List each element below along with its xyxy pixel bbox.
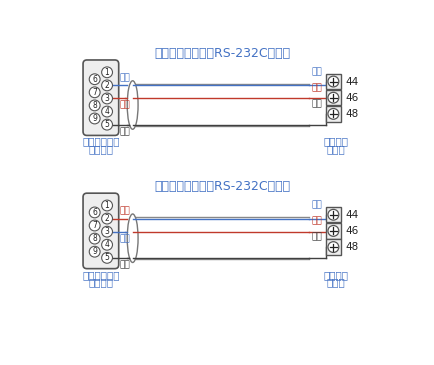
Ellipse shape	[127, 81, 138, 129]
Text: 9: 9	[92, 114, 97, 123]
Text: 46: 46	[344, 226, 358, 236]
Circle shape	[102, 239, 112, 250]
Text: 蓝色: 蓝色	[311, 200, 322, 210]
Text: 黒色: 黒色	[311, 100, 322, 108]
Text: 5: 5	[105, 253, 109, 262]
Text: 2: 2	[105, 214, 109, 223]
Text: 8: 8	[92, 101, 97, 110]
Text: 红色: 红色	[119, 207, 130, 215]
Text: 黒色: 黒色	[119, 260, 130, 269]
Circle shape	[89, 87, 100, 98]
Circle shape	[327, 108, 338, 119]
Text: 打印机与仪表间的RS-232C通讯线: 打印机与仪表间的RS-232C通讯线	[154, 180, 290, 193]
Circle shape	[327, 76, 338, 87]
Text: 1: 1	[105, 201, 109, 210]
Text: 接线端子: 接线端子	[322, 137, 347, 147]
Circle shape	[89, 74, 100, 85]
Text: 3: 3	[105, 227, 109, 236]
Text: 红色: 红色	[119, 101, 130, 110]
Circle shape	[89, 207, 100, 218]
Circle shape	[89, 246, 100, 257]
Text: 仪表侧: 仪表侧	[326, 277, 344, 288]
Text: 6: 6	[92, 75, 97, 84]
Text: 蓝色: 蓝色	[119, 73, 130, 82]
Circle shape	[89, 233, 100, 244]
Circle shape	[102, 213, 112, 224]
Text: 4: 4	[105, 107, 109, 116]
Text: 红色: 红色	[311, 216, 322, 226]
Text: 46: 46	[344, 93, 358, 103]
Text: 3: 3	[105, 94, 109, 103]
FancyBboxPatch shape	[83, 60, 118, 135]
Text: 48: 48	[344, 109, 358, 119]
Circle shape	[102, 253, 112, 263]
Bar	[325, 90, 340, 105]
Text: 44: 44	[344, 210, 358, 220]
Text: 黒色: 黒色	[119, 127, 130, 136]
Bar	[325, 106, 340, 122]
Bar	[325, 207, 340, 222]
Bar	[325, 74, 340, 89]
Circle shape	[102, 93, 112, 104]
Circle shape	[89, 100, 100, 111]
Circle shape	[327, 210, 338, 220]
Text: 九芯孔型插头: 九芯孔型插头	[82, 137, 119, 147]
Text: 九芯孔型插头: 九芯孔型插头	[82, 270, 119, 280]
Circle shape	[89, 220, 100, 231]
Text: 9: 9	[92, 247, 97, 256]
Circle shape	[102, 106, 112, 117]
Text: 7: 7	[92, 221, 97, 230]
Circle shape	[102, 67, 112, 78]
Circle shape	[102, 119, 112, 130]
Text: 蓝色: 蓝色	[311, 67, 322, 76]
Ellipse shape	[127, 214, 138, 262]
Text: 44: 44	[344, 77, 358, 87]
Circle shape	[327, 92, 338, 103]
Text: 8: 8	[92, 234, 97, 243]
Text: 48: 48	[344, 242, 358, 252]
Text: 2: 2	[105, 81, 109, 90]
Circle shape	[327, 242, 338, 253]
Bar	[325, 223, 340, 239]
Text: 仪表侧: 仪表侧	[326, 144, 344, 154]
Circle shape	[102, 226, 112, 237]
Text: 红色: 红色	[311, 83, 322, 92]
Text: 6: 6	[92, 208, 97, 217]
Bar	[325, 239, 340, 255]
Text: 4: 4	[105, 240, 109, 249]
Text: 接线端子: 接线端子	[322, 270, 347, 280]
Text: 5: 5	[105, 120, 109, 129]
Text: 黒色: 黒色	[311, 233, 322, 242]
Text: 蓝色: 蓝色	[119, 234, 130, 243]
Circle shape	[89, 113, 100, 124]
Text: 计算机与仪表间的RS-232C通讯线: 计算机与仪表间的RS-232C通讯线	[154, 47, 290, 60]
Text: 7: 7	[92, 88, 97, 97]
Text: 打印机侧: 打印机侧	[88, 277, 113, 288]
Text: 1: 1	[105, 68, 109, 77]
Circle shape	[102, 80, 112, 91]
Text: 计算机侧: 计算机侧	[88, 144, 113, 154]
FancyBboxPatch shape	[83, 193, 118, 269]
Circle shape	[327, 226, 338, 236]
Circle shape	[102, 200, 112, 211]
